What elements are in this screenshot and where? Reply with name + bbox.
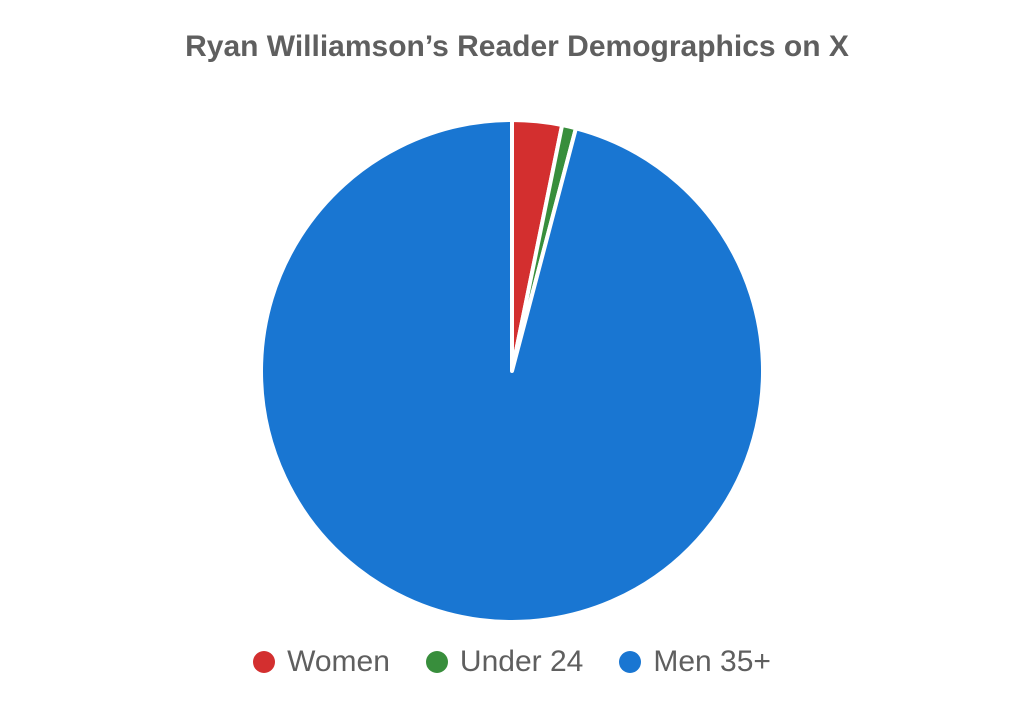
legend-swatch-women [253,651,276,673]
legend-item-men-35: Men 35+ [619,645,771,679]
legend-swatch-under-24 [425,651,448,673]
legend-item-women: Women [253,645,390,679]
pie-chart [259,118,766,624]
legend-label-men-35: Men 35+ [653,645,771,678]
pie-slice-men-35 [259,118,766,624]
legend: Women Under 24 Men 35+ [0,645,1024,679]
chart-title: Ryan Williamson’s Reader Demographics on… [185,30,849,63]
legend-label-under-24: Under 24 [459,645,584,678]
legend-item-under-24: Under 24 [425,645,584,679]
legend-label-women: Women [287,645,390,678]
legend-swatch-men-35 [619,651,642,673]
